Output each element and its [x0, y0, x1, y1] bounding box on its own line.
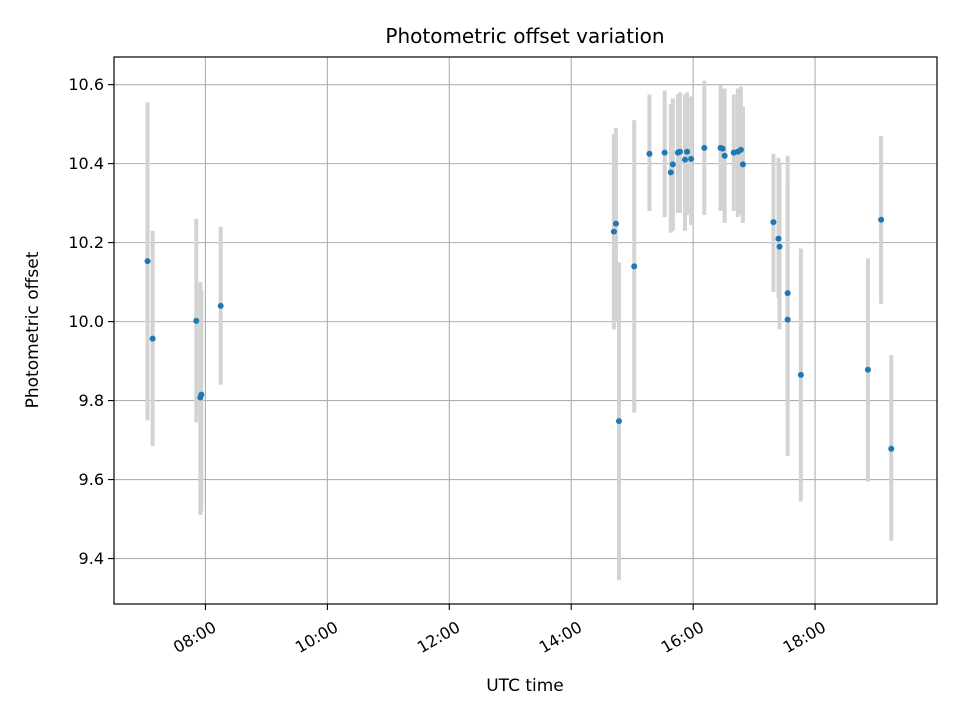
data-point: [739, 161, 746, 168]
y-tick-label: 10.2: [68, 233, 104, 252]
y-tick-label: 10.0: [68, 312, 104, 331]
y-tick-label: 9.4: [79, 549, 104, 568]
data-point: [701, 144, 708, 151]
y-tick-label: 9.6: [79, 470, 104, 489]
data-point: [784, 316, 791, 323]
data-points: [144, 144, 895, 452]
data-point: [144, 258, 151, 265]
y-tick-label: 10.6: [68, 75, 104, 94]
data-point: [688, 155, 695, 162]
plot-frame: [113, 56, 938, 605]
data-point: [631, 263, 638, 270]
x-axis-label: UTC time: [486, 676, 564, 696]
data-point: [684, 148, 691, 155]
y-tick-label: 9.8: [79, 391, 104, 410]
data-point: [217, 302, 224, 309]
y-axis-ticks: 9.4 9.6 9.8 10.0 10.2 10.4 10.6: [68, 75, 114, 568]
data-point: [669, 161, 676, 168]
data-point: [888, 445, 895, 452]
data-point: [667, 169, 674, 176]
data-point: [612, 220, 619, 227]
data-point: [149, 335, 156, 342]
data-point: [682, 156, 689, 163]
data-point: [676, 148, 683, 155]
data-point: [646, 150, 653, 157]
data-point: [661, 149, 668, 156]
y-tick-label: 10.4: [68, 154, 104, 173]
data-point: [784, 290, 791, 297]
data-point: [797, 371, 804, 378]
data-point: [878, 216, 885, 223]
data-point: [776, 243, 783, 250]
data-point: [864, 366, 871, 373]
data-point: [775, 235, 782, 242]
data-point: [770, 219, 777, 226]
data-point: [193, 317, 200, 324]
data-point: [721, 152, 728, 159]
data-point: [198, 391, 205, 398]
data-point: [610, 228, 617, 235]
data-point: [615, 418, 622, 425]
data-point: [719, 145, 726, 152]
chart-title: Photometric offset variation: [385, 24, 664, 48]
y-axis-label: Photometric offset: [23, 251, 43, 408]
data-point: [737, 146, 744, 153]
